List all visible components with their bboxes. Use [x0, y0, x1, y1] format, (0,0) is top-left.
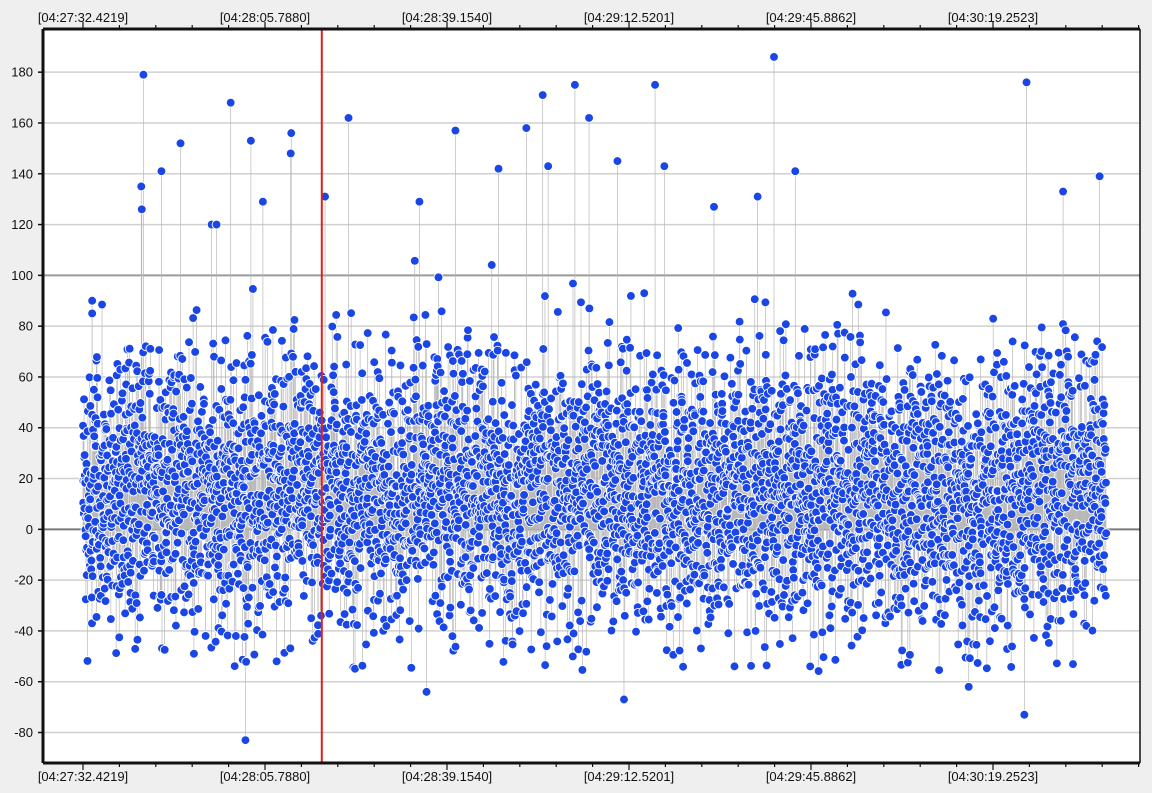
scatter-chart: -80-60-40-20020406080100120140160180[04:… [11, 10, 1141, 784]
chart-container: -80 -60 -40 -20 0 20 40 60 80 100 120 140 160 180 [04:… [11, 10, 1141, 784]
